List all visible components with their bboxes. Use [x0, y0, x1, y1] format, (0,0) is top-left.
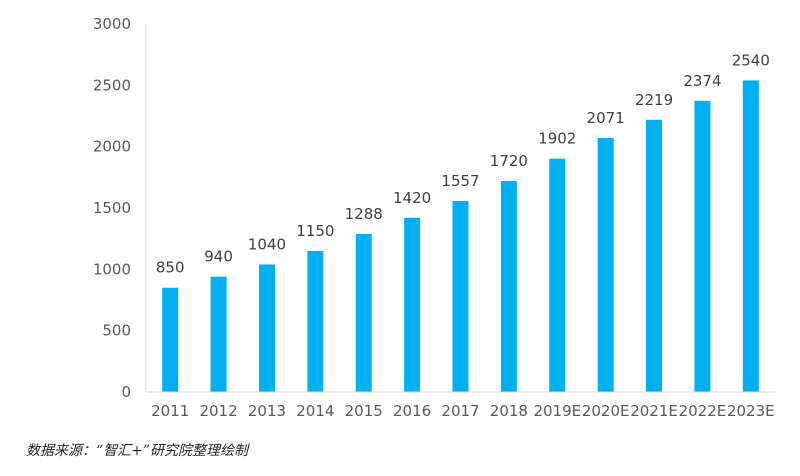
data-label: 2071 [587, 109, 625, 127]
data-label: 850 [156, 259, 185, 277]
x-tick-label: 2012 [199, 402, 237, 420]
y-tick-label: 2000 [93, 138, 131, 156]
bar [597, 137, 614, 392]
y-tick-label: 2500 [93, 76, 131, 94]
x-tick-label: 2019E [533, 402, 581, 420]
bar [404, 217, 421, 392]
source-note: 数据来源：“智汇+”研究院整理绘制 [26, 443, 249, 459]
x-tick-label: 2022E [679, 402, 727, 420]
x-tick-label: 2016 [393, 402, 431, 420]
x-tick-label: 2014 [296, 402, 334, 420]
x-tick-label: 2013 [248, 402, 286, 420]
x-tick-label: 2020E [582, 402, 630, 420]
x-axis: 2011 2012 2013 2014 2015 2016 2017 2018 2019E 202… [146, 391, 775, 420]
y-tick-label: 0 [121, 383, 131, 401]
y-tick-label: 500 [102, 322, 131, 340]
data-label: 940 [204, 248, 233, 266]
bar [500, 181, 517, 392]
x-tick-label: 2018 [490, 402, 528, 420]
data-label: 1288 [345, 205, 383, 223]
bar [452, 201, 469, 392]
x-tick-label: 2015 [345, 402, 383, 420]
x-tick-label: 2023E [727, 402, 775, 420]
bar [646, 119, 663, 392]
x-tick-label: 2021E [630, 402, 678, 420]
bar [742, 80, 759, 392]
data-label: 1420 [393, 189, 431, 207]
data-label: 1902 [538, 130, 576, 148]
y-tick-label: 3000 [93, 15, 131, 33]
data-labels: 850 940 1040 1150 1288 1420 1557 1720 1902 2071 22… [156, 51, 770, 276]
data-label: 1557 [441, 172, 479, 190]
bar [258, 264, 275, 392]
bar [355, 234, 372, 392]
y-tick-label: 1500 [93, 199, 131, 217]
bar [694, 100, 711, 392]
data-label: 1150 [296, 222, 334, 240]
bars [162, 80, 759, 392]
bar [549, 158, 566, 392]
x-tick-label: 2017 [441, 402, 479, 420]
bar [210, 276, 227, 392]
bar [307, 250, 324, 392]
data-label: 1720 [490, 152, 528, 170]
data-label: 2219 [635, 91, 673, 109]
data-label: 2540 [732, 51, 770, 69]
data-label: 2374 [683, 72, 721, 90]
bar [162, 287, 179, 392]
y-axis: 0 500 1000 1500 2000 2500 3000 [93, 15, 147, 401]
data-label: 1040 [248, 235, 286, 253]
x-tick-label: 2011 [151, 402, 189, 420]
y-tick-label: 1000 [93, 260, 131, 278]
